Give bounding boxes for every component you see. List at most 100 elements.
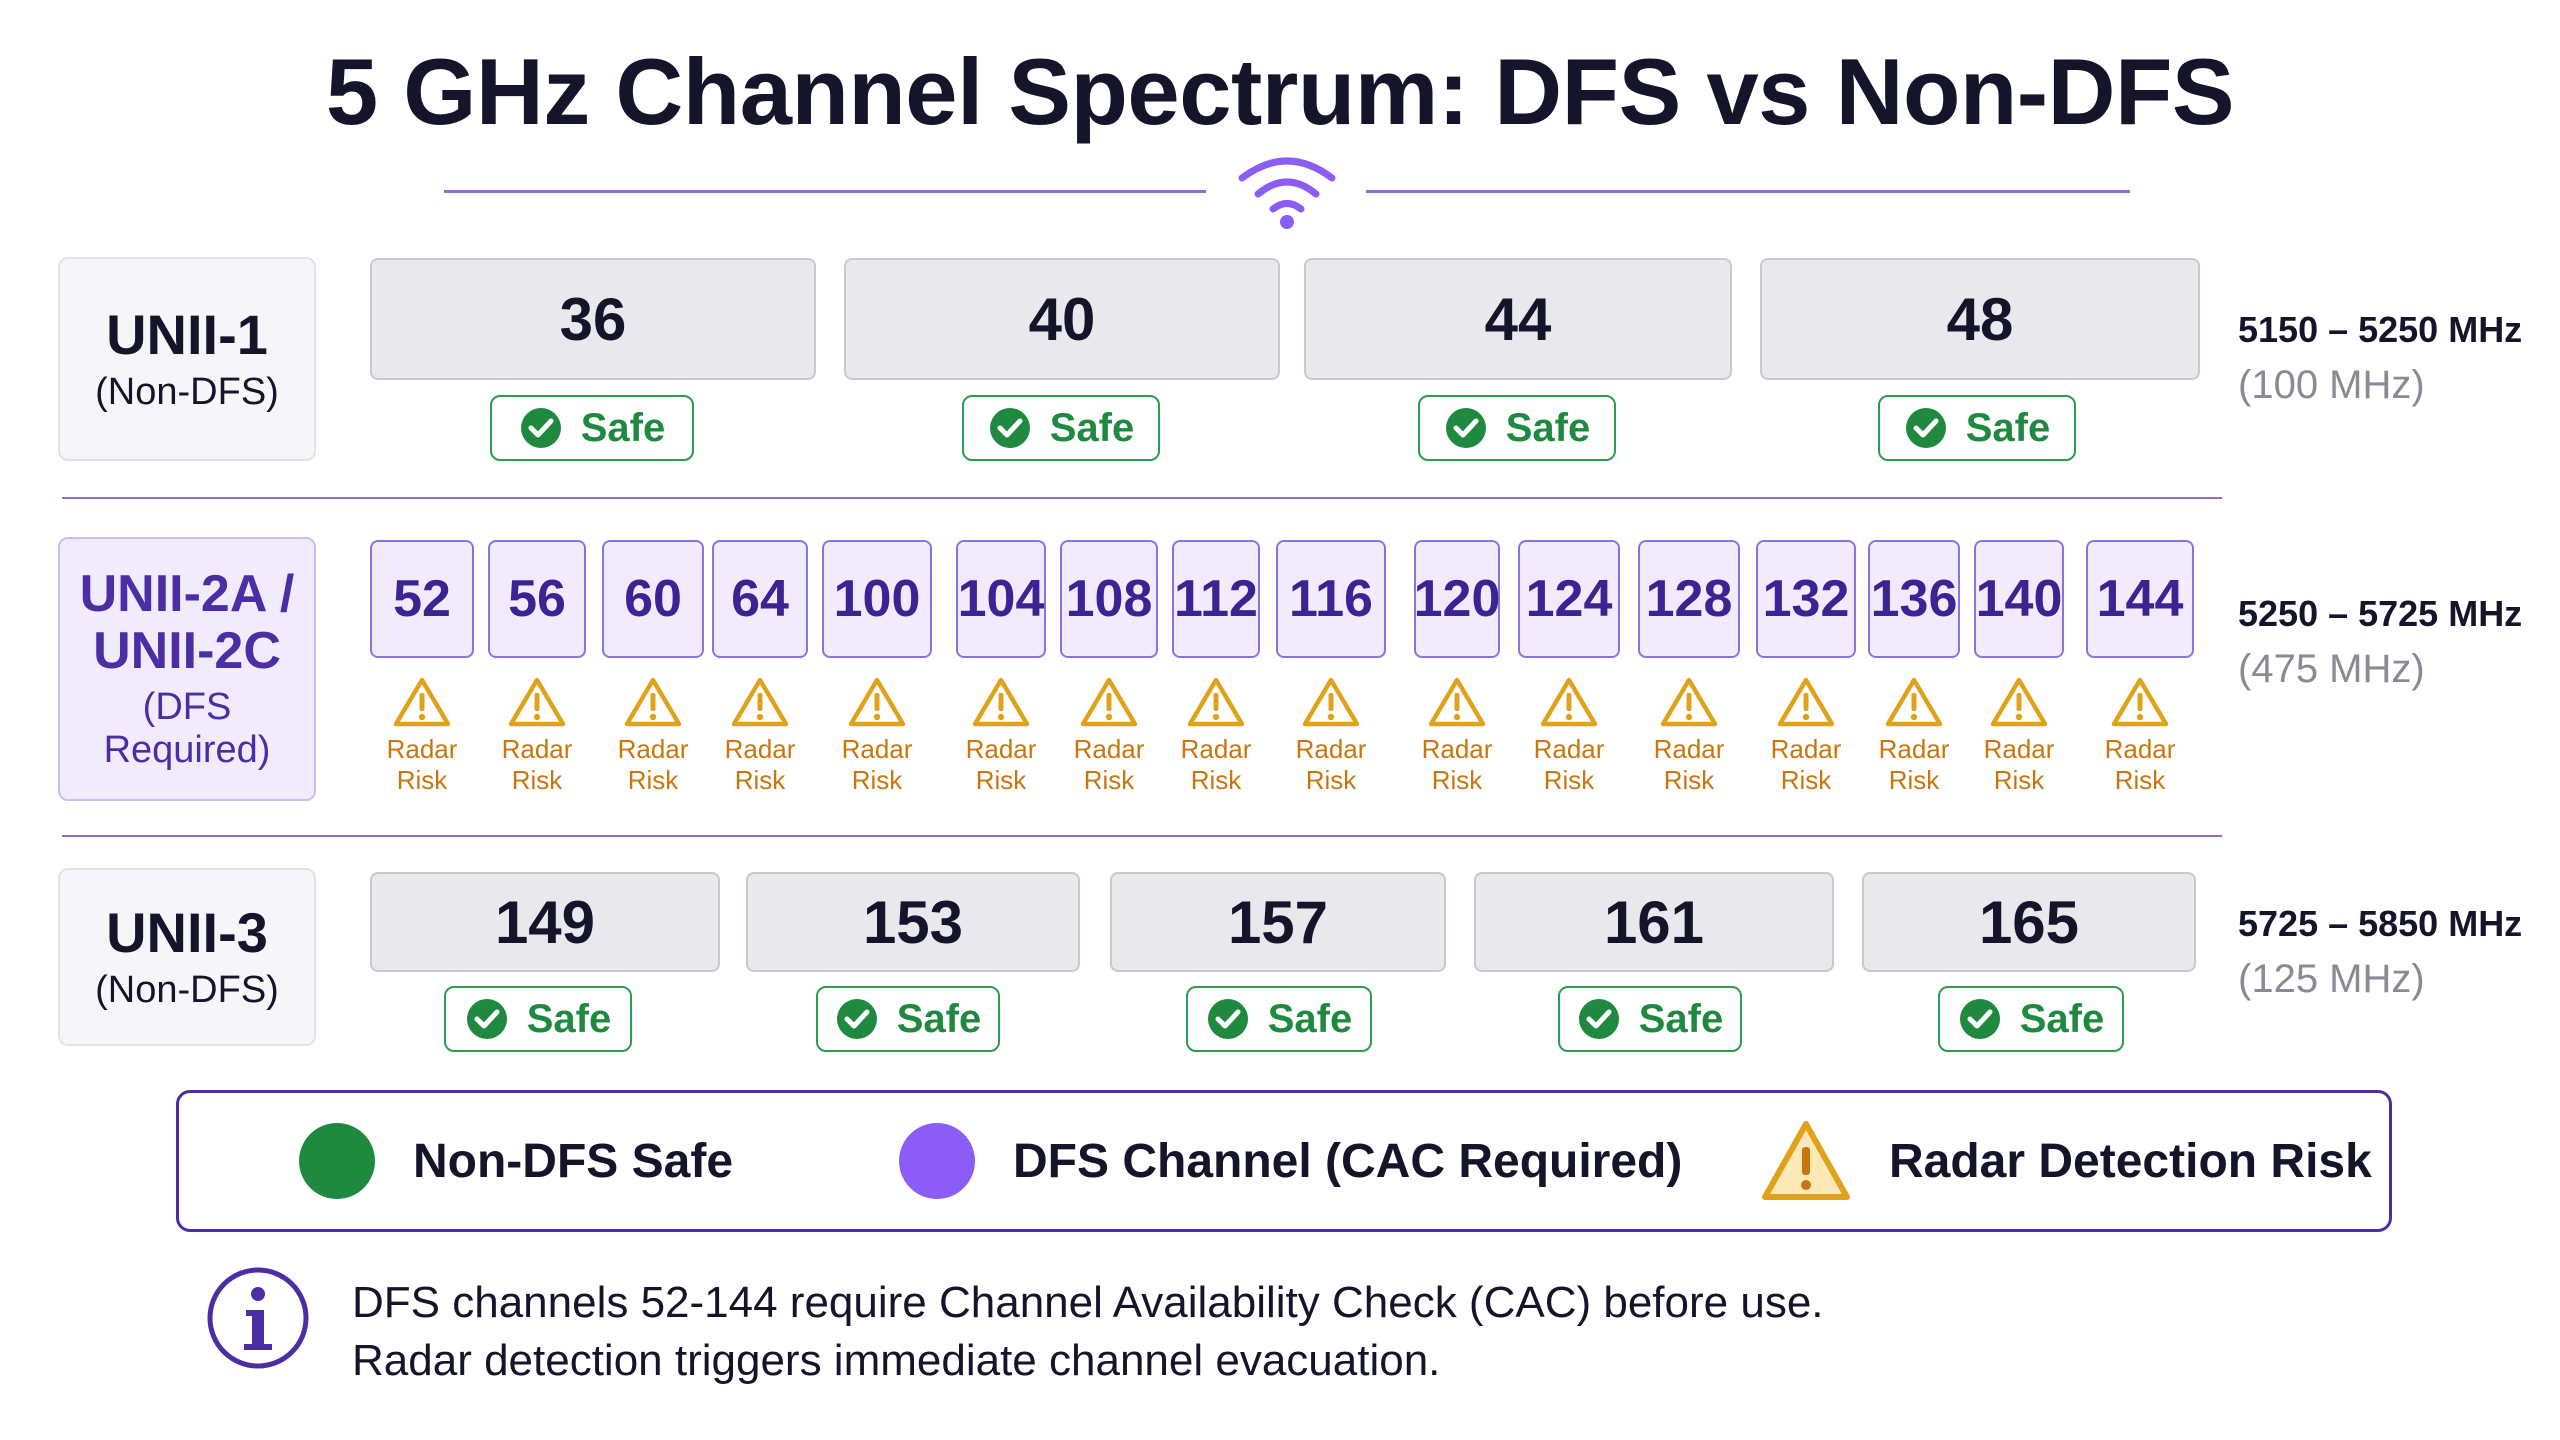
radar-risk-label: Radar	[1878, 734, 1950, 764]
band-unii2-label: UNII-2A / UNII-2C (DFS Required)	[58, 537, 316, 801]
radar-risk-label: Risk	[851, 765, 903, 796]
page-title: 5 GHz Channel Spectrum: DFS vs Non-DFS	[325, 39, 2235, 144]
radar-risk-64: Radar Risk	[710, 676, 810, 796]
legend-item-dfs: DFS Channel (CAC Required)	[899, 1093, 1682, 1229]
check-circle-icon	[519, 406, 563, 450]
radar-risk-52: Radar Risk	[372, 676, 472, 796]
check-circle-icon	[1904, 406, 1948, 450]
warning-icon	[1762, 1121, 1850, 1200]
safe-badge-153: Safe	[816, 986, 1000, 1052]
dfs-channel-136: 136	[1868, 540, 1960, 658]
warning-icon	[1864, 676, 1964, 728]
dfs-channel-100: 100	[822, 540, 932, 658]
green-dot-icon	[299, 1123, 375, 1199]
safe-badge-44: Safe	[1418, 395, 1616, 461]
band-unii1-label: UNII-1 (Non-DFS)	[58, 257, 316, 461]
check-circle-icon	[1206, 997, 1250, 1041]
band-unii3-label: UNII-3 (Non-DFS)	[58, 868, 316, 1046]
warning-icon	[1407, 676, 1507, 728]
radar-risk-label: Radar	[1180, 734, 1252, 764]
radar-risk-label: Risk	[1305, 765, 1357, 796]
dfs-channel-64: 64	[712, 540, 808, 658]
radar-risk-label: Radar	[1073, 734, 1145, 764]
radar-risk-label: Risk	[1190, 765, 1242, 796]
info-icon	[207, 1267, 309, 1369]
dfs-channel-52: 52	[370, 540, 474, 658]
radar-risk-label: Risk	[396, 765, 448, 796]
legend-item-radar: Radar Detection Risk	[1761, 1093, 2372, 1229]
channel-48: 48	[1760, 258, 2200, 380]
radar-risk-label: Risk	[1431, 765, 1483, 796]
radar-risk-label: Risk	[511, 765, 563, 796]
warning-icon	[1059, 676, 1159, 728]
dfs-channel-108: 108	[1060, 540, 1158, 658]
radar-risk-112: Radar Risk	[1166, 676, 1266, 796]
safe-badge-149: Safe	[444, 986, 632, 1052]
safe-badge-165: Safe	[1938, 986, 2124, 1052]
warning-icon	[1281, 676, 1381, 728]
channel-44: 44	[1304, 258, 1732, 380]
radar-risk-label: Radar	[841, 734, 913, 764]
radar-risk-label: Risk	[1888, 765, 1940, 796]
radar-risk-108: Radar Risk	[1059, 676, 1159, 796]
dfs-channel-60: 60	[602, 540, 704, 658]
radar-risk-label: Radar	[1983, 734, 2055, 764]
radar-risk-label: Radar	[2104, 734, 2176, 764]
radar-risk-104: Radar Risk	[951, 676, 1051, 796]
band-separator-1	[62, 497, 2222, 499]
radar-risk-label: Risk	[975, 765, 1027, 796]
check-circle-icon	[835, 997, 879, 1041]
safe-label: Safe	[580, 405, 666, 450]
radar-risk-60: Radar Risk	[603, 676, 703, 796]
radar-risk-label: Radar	[1421, 734, 1493, 764]
legend: Non-DFS Safe DFS Channel (CAC Required) …	[176, 1090, 2392, 1232]
radar-risk-124: Radar Risk	[1519, 676, 1619, 796]
safe-label: Safe	[1049, 405, 1135, 450]
warning-icon	[372, 676, 472, 728]
radar-risk-label: Radar	[1653, 734, 1725, 764]
dfs-channel-56: 56	[488, 540, 586, 658]
footnote: DFS channels 52-144 require Channel Avai…	[352, 1278, 1824, 1386]
channel-149: 149	[370, 872, 720, 972]
dfs-channel-140: 140	[1974, 540, 2064, 658]
warning-icon	[1166, 676, 1266, 728]
radar-risk-136: Radar Risk	[1864, 676, 1964, 796]
check-circle-icon	[1958, 997, 2002, 1041]
safe-label: Safe	[1638, 996, 1724, 1041]
dfs-channel-124: 124	[1518, 540, 1620, 658]
band-separator-2	[62, 835, 2222, 837]
check-circle-icon	[1444, 406, 1488, 450]
channel-36: 36	[370, 258, 816, 380]
radar-risk-label: Radar	[724, 734, 796, 764]
warning-icon	[1519, 676, 1619, 728]
radar-risk-120: Radar Risk	[1407, 676, 1507, 796]
radar-risk-144: Radar Risk	[2090, 676, 2190, 796]
channel-165: 165	[1862, 872, 2196, 972]
radar-risk-label: Radar	[1295, 734, 1367, 764]
warning-icon	[487, 676, 587, 728]
radar-risk-label: Radar	[1533, 734, 1605, 764]
check-circle-icon	[465, 997, 509, 1041]
safe-badge-40: Safe	[962, 395, 1160, 461]
safe-label: Safe	[1267, 996, 1353, 1041]
radar-risk-label: Radar	[386, 734, 458, 764]
dfs-channel-144: 144	[2086, 540, 2194, 658]
purple-dot-icon	[899, 1123, 975, 1199]
check-circle-icon	[988, 406, 1032, 450]
radar-risk-140: Radar Risk	[1969, 676, 2069, 796]
radar-risk-132: Radar Risk	[1756, 676, 1856, 796]
band-unii1-frequency: 5150 – 5250 MHz (100 MHz)	[2238, 309, 2523, 408]
safe-badge-48: Safe	[1878, 395, 2076, 461]
dfs-channel-128: 128	[1638, 540, 1740, 658]
safe-label: Safe	[896, 996, 982, 1041]
radar-risk-label: Risk	[2114, 765, 2166, 796]
band-unii2-frequency: 5250 – 5725 MHz (475 MHz)	[2238, 593, 2523, 692]
dfs-channel-120: 120	[1414, 540, 1500, 658]
dfs-channel-116: 116	[1276, 540, 1386, 658]
channel-40: 40	[844, 258, 1280, 380]
channel-153: 153	[746, 872, 1080, 972]
warning-icon	[603, 676, 703, 728]
radar-risk-label: Risk	[1993, 765, 2045, 796]
warning-icon	[710, 676, 810, 728]
